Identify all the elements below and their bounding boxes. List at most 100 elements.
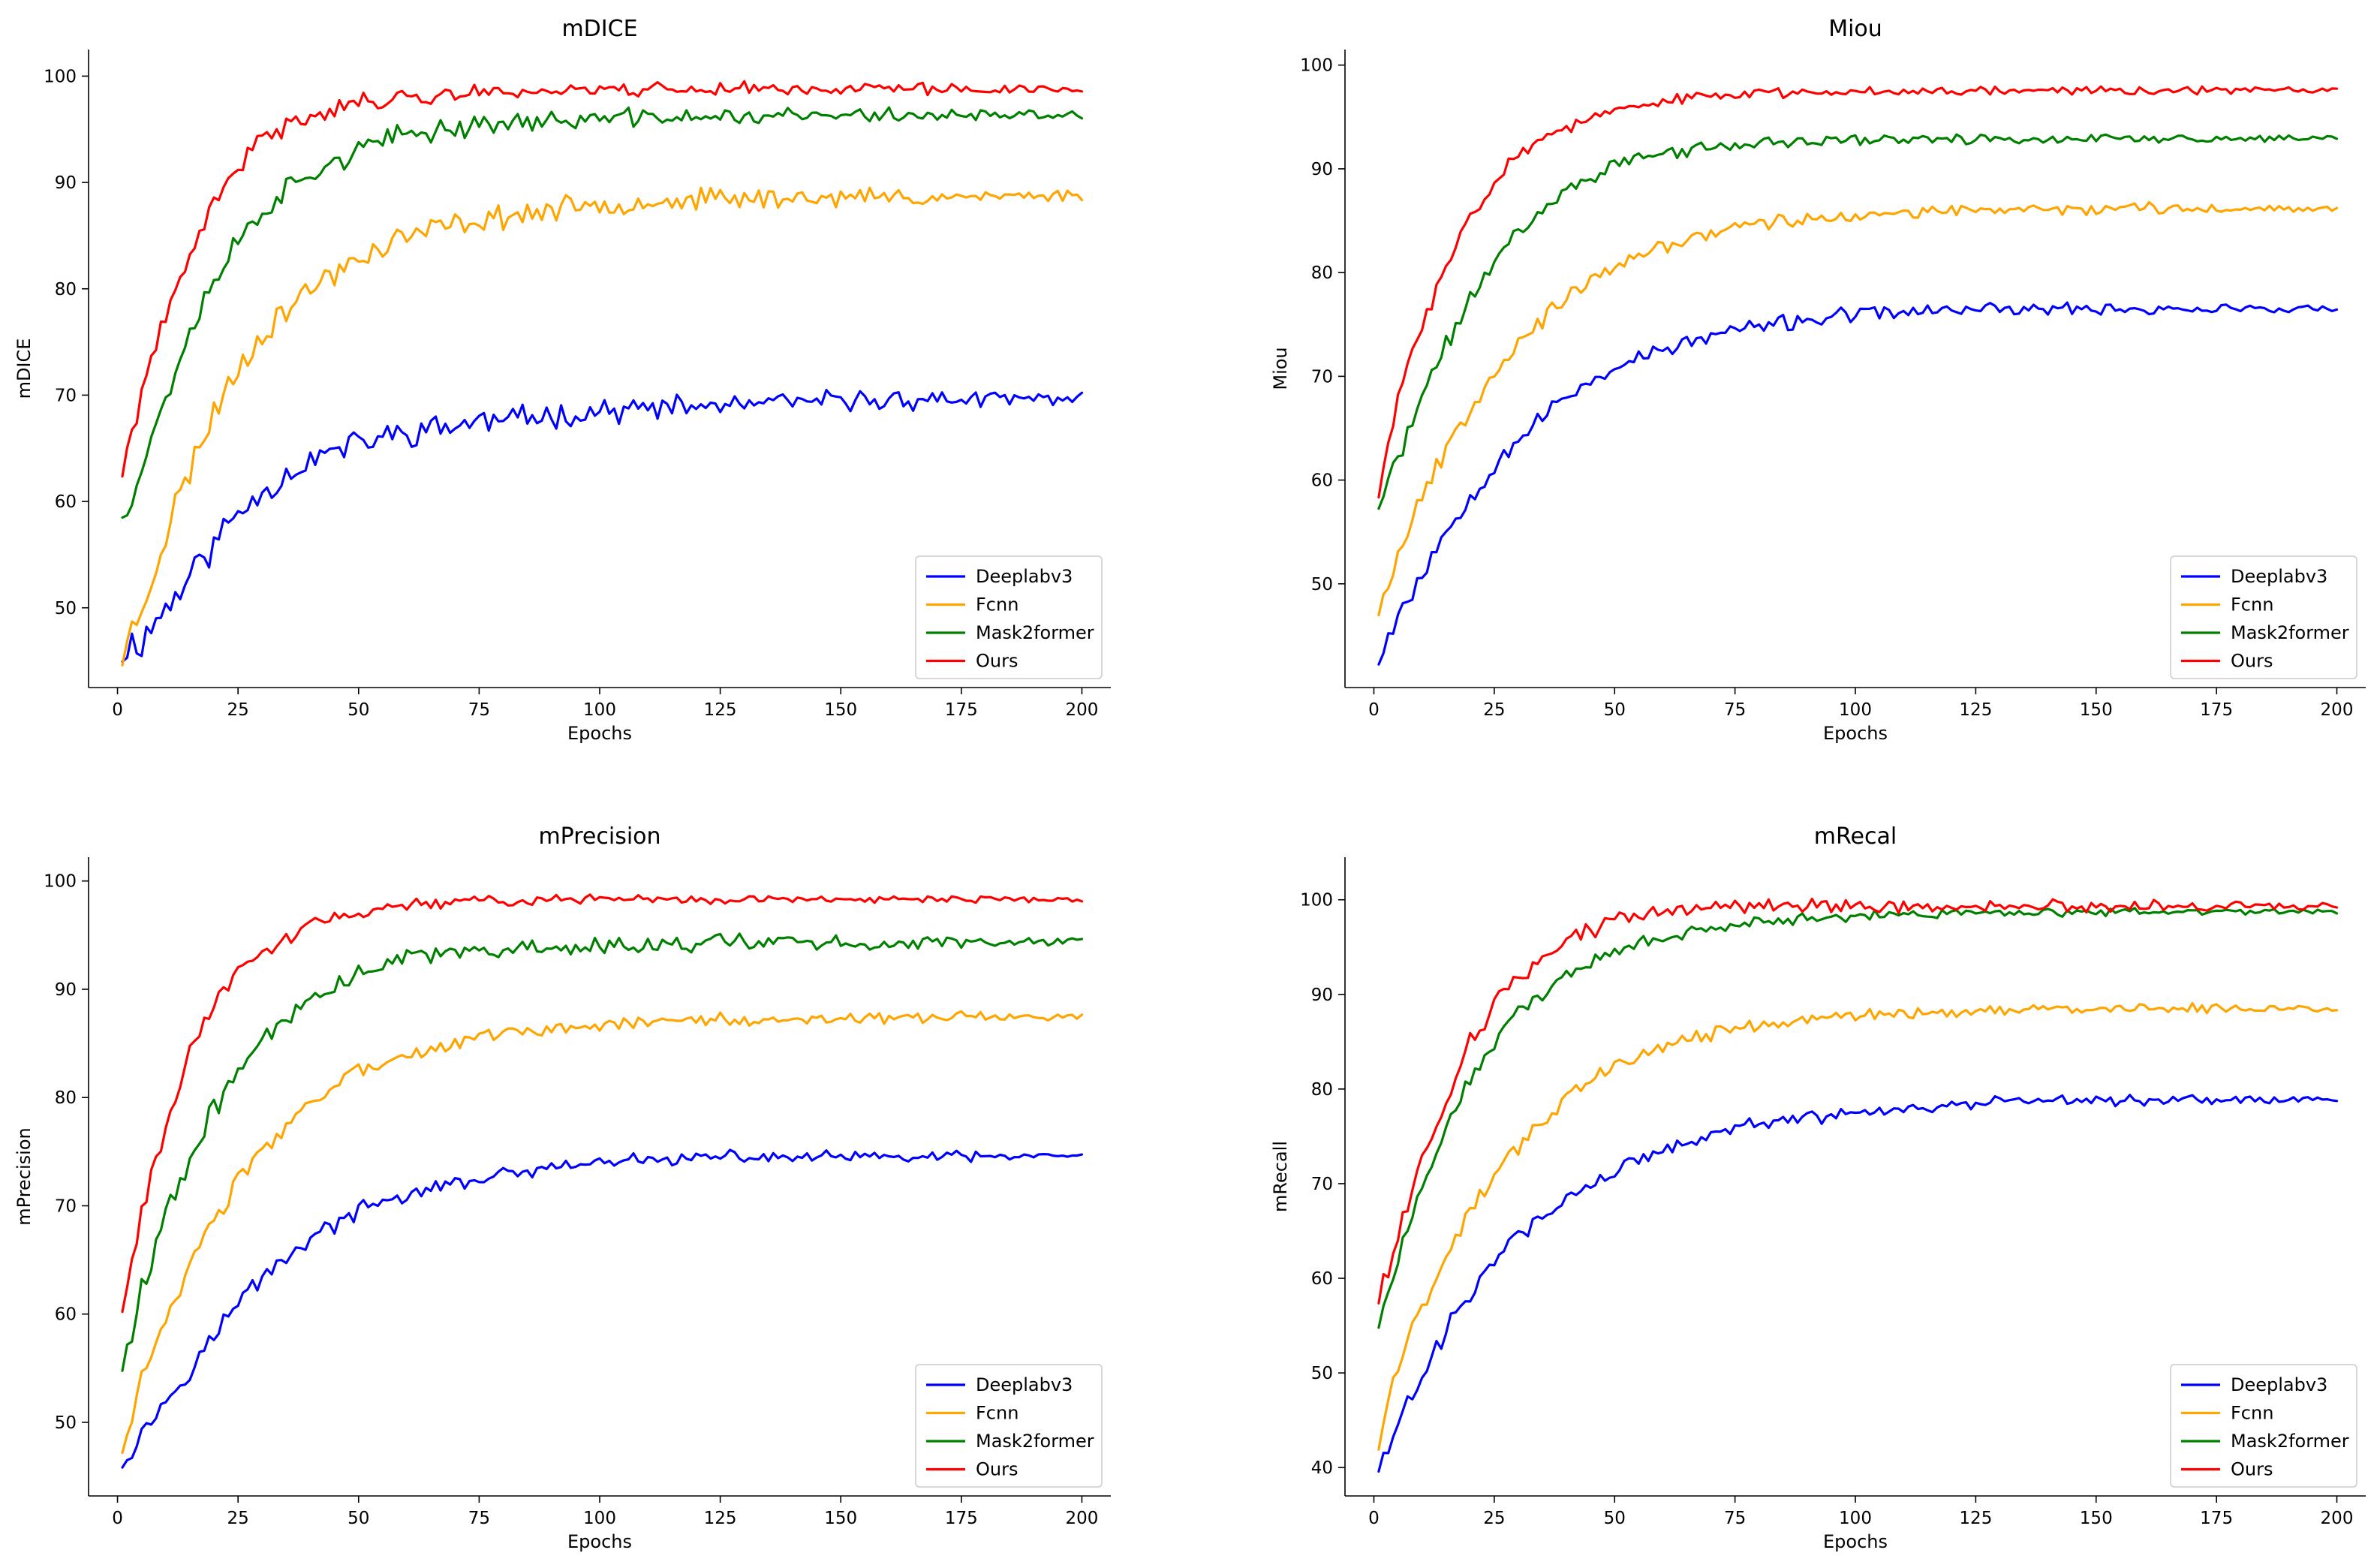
x-tick-label: 50 [1604,700,1626,720]
series-line-mask2former [121,106,1084,519]
legend: Deeplabv3 Fcnn Mask2former Ours [2170,1364,2357,1488]
y-tick-label: 50 [55,599,77,618]
x-tick-label: 125 [1959,700,1992,720]
y-tick-label: 80 [55,280,77,299]
y-tick-label: 70 [1311,367,1333,387]
x-tick-label: 150 [2080,700,2113,720]
x-tick-label: 75 [1724,700,1746,720]
series-line-ours [1377,897,2339,1305]
x-tick-label: 175 [2200,1509,2233,1528]
x-tick-label: 25 [1483,1509,1505,1528]
x-tick-label: 0 [112,1509,123,1528]
series-line-ours [1377,85,2339,499]
series-line-deeplabv3 [121,389,1084,664]
legend-frame [2170,555,2357,679]
legend-label-ours: Ours [2231,651,2273,672]
x-tick-label: 50 [348,1509,369,1528]
series-line-deeplabv3 [121,1148,1084,1469]
chart-title: mPrecision [538,823,660,850]
x-tick-label: 0 [1368,1509,1380,1528]
y-tick-label: 40 [1311,1458,1333,1478]
series-line-mask2former [1377,133,2339,510]
x-tick-label: 0 [1368,700,1380,720]
chart-1: 0 25 50 75 100 125 150 175 200 50 60 70 80 90 100 Miou E… [1270,16,2366,744]
y-tick-label: 90 [1311,160,1333,179]
y-tick-label: 70 [55,1196,77,1216]
legend-label-fcnn: Fcnn [2231,594,2273,615]
y-axis-label: mRecall [1270,1141,1291,1212]
legend-label-deeplabv3: Deeplabv3 [2231,566,2327,587]
series-line-mask2former [121,932,1084,1372]
legend-frame [915,1364,1103,1488]
series-line-ours [121,893,1084,1314]
x-tick-label: 75 [468,700,490,720]
x-tick-label: 175 [945,1509,978,1528]
y-tick-label: 80 [1311,263,1333,283]
x-tick-label: 150 [824,1509,857,1528]
legend: Deeplabv3 Fcnn Mask2former Ours [915,555,1103,679]
y-tick-label: 90 [1311,986,1333,1005]
series-line-fcnn [121,1010,1084,1455]
legend-label-mask2former: Mask2former [2231,622,2349,643]
x-tick-label: 50 [1604,1509,1626,1528]
x-tick-label: 200 [1065,700,1098,720]
series-line-deeplabv3 [1377,301,2339,666]
legend-label-ours: Ours [976,1459,1018,1480]
y-axis-label: mPrecision [14,1127,35,1225]
x-tick-label: 75 [1724,1509,1746,1528]
chart-0: 0 25 50 75 100 125 150 175 200 50 60 70 80 90 100 mDICE… [14,16,1111,744]
y-tick-label: 100 [44,872,77,892]
series-line-fcnn [121,186,1084,667]
x-axis-label: Epochs [1823,1531,1888,1552]
series-line-ours [121,80,1084,478]
y-tick-label: 50 [1311,1364,1333,1383]
legend: Deeplabv3 Fcnn Mask2former Ours [2170,555,2357,679]
legend-frame [915,555,1103,679]
charts-container: 0 25 50 75 100 125 150 175 200 50 60 70 80 90 100 mDICE… [14,16,2366,1552]
x-tick-label: 200 [2321,1509,2354,1528]
x-tick-label: 100 [1839,700,1872,720]
x-tick-label: 75 [468,1509,490,1528]
series-line-deeplabv3 [1377,1094,2339,1473]
y-tick-label: 70 [1311,1175,1333,1194]
y-tick-label: 80 [55,1088,77,1108]
legend-label-mask2former: Mask2former [976,622,1094,643]
x-tick-label: 175 [2200,700,2233,720]
y-axis-label: Miou [1270,347,1291,390]
legend-label-deeplabv3: Deeplabv3 [2231,1374,2327,1395]
x-tick-label: 175 [945,700,978,720]
legend-label-deeplabv3: Deeplabv3 [976,1374,1073,1395]
x-tick-label: 100 [583,700,616,720]
chart-3: 0 25 50 75 100 125 150 175 200 40 50 60 70 80 90 100 mRe… [1270,823,2366,1552]
legend-label-ours: Ours [976,651,1018,672]
x-tick-label: 25 [1483,700,1505,720]
x-tick-label: 100 [583,1509,616,1528]
chart-title: mRecal [1814,823,1897,850]
x-tick-label: 200 [2321,700,2354,720]
legend: Deeplabv3 Fcnn Mask2former Ours [915,1364,1103,1488]
legend-frame [2170,1364,2357,1488]
y-tick-label: 50 [55,1413,77,1433]
y-tick-label: 100 [1300,56,1333,76]
y-tick-label: 80 [1311,1080,1333,1100]
y-tick-label: 60 [55,1305,77,1325]
x-tick-label: 125 [704,1509,737,1528]
y-tick-label: 90 [55,173,77,193]
chart-title: Miou [1828,16,1882,42]
y-tick-label: 70 [55,386,77,405]
x-tick-label: 0 [112,700,123,720]
y-tick-label: 60 [1311,471,1333,491]
x-tick-label: 125 [704,700,737,720]
legend-label-ours: Ours [2231,1459,2273,1480]
y-tick-label: 90 [55,980,77,1000]
x-axis-label: Epochs [1823,723,1888,744]
series-line-fcnn [1377,200,2339,617]
x-tick-label: 200 [1065,1509,1098,1528]
chart-2: 0 25 50 75 100 125 150 175 200 50 60 70 80 90 100 mPrec… [14,823,1111,1552]
legend-label-mask2former: Mask2former [976,1431,1094,1452]
legend-label-fcnn: Fcnn [976,594,1018,615]
x-tick-label: 150 [2080,1509,2113,1528]
chart-title: mDICE [561,16,637,42]
y-tick-label: 60 [1311,1269,1333,1289]
